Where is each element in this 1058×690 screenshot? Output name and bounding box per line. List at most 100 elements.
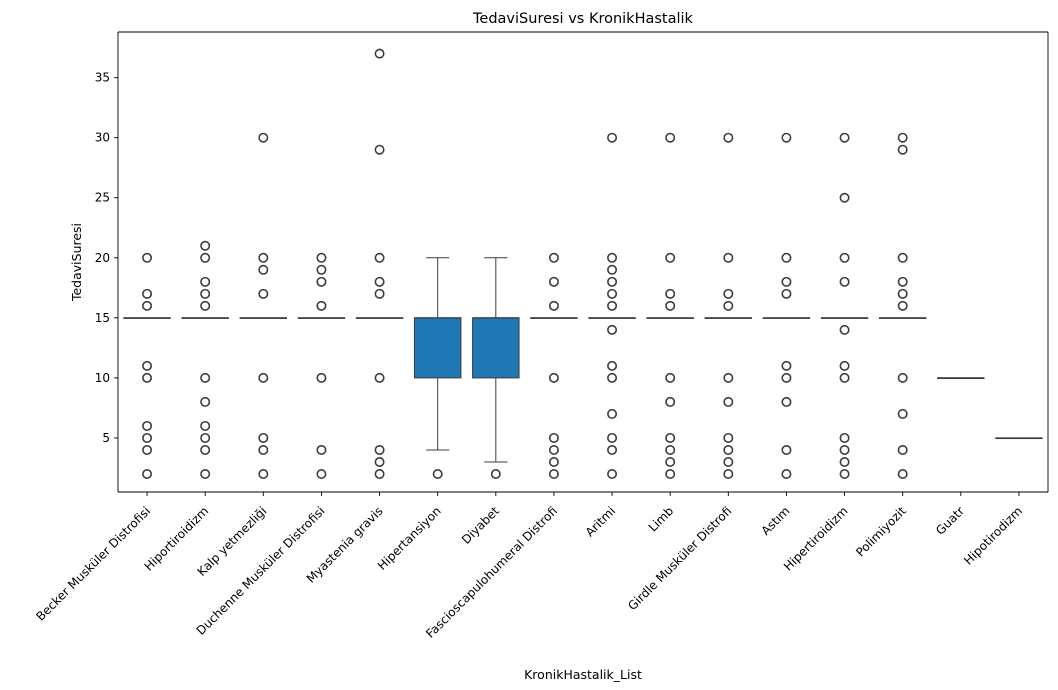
outlier-point	[258, 252, 269, 263]
outlier-point	[316, 444, 327, 455]
outlier-point	[839, 132, 850, 143]
outlier-point	[548, 432, 559, 443]
outlier-point	[142, 360, 153, 371]
outlier-point	[723, 372, 734, 383]
outlier-point	[142, 420, 153, 431]
outlier-point	[897, 276, 908, 287]
outlier-point	[490, 468, 501, 479]
outlier-point	[548, 372, 559, 383]
outlier-point	[200, 468, 211, 479]
outlier-point	[781, 360, 792, 371]
outlier-point	[607, 276, 618, 287]
outlier-point	[258, 264, 269, 275]
outlier-point	[374, 468, 385, 479]
outlier-point	[316, 276, 327, 287]
x-tick-label: Hipotirodizm	[961, 504, 1025, 568]
y-tick-label: 30	[95, 131, 110, 145]
outlier-point	[665, 444, 676, 455]
y-tick-label: 15	[95, 311, 110, 325]
x-tick-label: Limb	[646, 504, 677, 535]
outlier-point	[142, 288, 153, 299]
x-tick-label: Becker Musküler Distrofisi	[33, 504, 153, 624]
y-tick-label: 25	[95, 191, 110, 205]
outlier-point	[607, 360, 618, 371]
outlier-point	[839, 456, 850, 467]
outlier-point	[142, 432, 153, 443]
x-tick-label: Fascioscapulohumeral Distrofi	[423, 504, 560, 641]
box-group	[820, 132, 869, 479]
outlier-point	[723, 396, 734, 407]
y-tick-label: 10	[95, 371, 110, 385]
outlier-point	[723, 444, 734, 455]
box-group	[704, 132, 753, 479]
outlier-point	[897, 408, 908, 419]
outlier-point	[839, 444, 850, 455]
outlier-point	[200, 240, 211, 251]
x-tick-label: Polimiyozit	[853, 504, 909, 560]
box-group	[588, 132, 636, 479]
outlier-point	[723, 132, 734, 143]
outlier-point	[723, 432, 734, 443]
outlier-point	[374, 252, 385, 263]
outlier-point	[200, 372, 211, 383]
outlier-point	[548, 444, 559, 455]
outlier-point	[839, 372, 850, 383]
outlier-point	[142, 372, 153, 383]
box-group	[355, 48, 404, 479]
outlier-point	[723, 456, 734, 467]
outlier-point	[548, 300, 559, 311]
outlier-point	[200, 432, 211, 443]
box-group	[530, 252, 578, 479]
outlier-point	[781, 288, 792, 299]
outlier-point	[723, 288, 734, 299]
outlier-point	[142, 468, 153, 479]
outlier-point	[258, 372, 269, 383]
outlier-point	[607, 252, 618, 263]
box-group	[646, 132, 694, 479]
x-tick-label: Girdle Musküler Distrofi	[625, 504, 734, 613]
outlier-point	[665, 396, 676, 407]
outlier-point	[607, 408, 618, 419]
outlier-point	[665, 132, 676, 143]
y-axis-label: TedaviSuresi	[69, 223, 84, 302]
outlier-point	[374, 372, 385, 383]
box-group	[995, 437, 1043, 440]
outlier-point	[316, 252, 327, 263]
outlier-point	[897, 444, 908, 455]
outlier-point	[200, 276, 211, 287]
outlier-point	[607, 432, 618, 443]
outlier-point	[142, 252, 153, 263]
outlier-point	[142, 300, 153, 311]
outlier-point	[723, 468, 734, 479]
outlier-point	[897, 372, 908, 383]
y-tick-label: 20	[95, 251, 110, 265]
outlier-point	[781, 444, 792, 455]
y-tick-label: 5	[102, 431, 110, 445]
chart-title: TedaviSuresi vs KronikHastalik	[472, 11, 694, 27]
box-group	[297, 252, 346, 479]
outlier-point	[316, 264, 327, 275]
outlier-point	[897, 300, 908, 311]
outlier-point	[839, 192, 850, 203]
outlier-point	[374, 144, 385, 155]
outlier-point	[665, 372, 676, 383]
box-group	[413, 257, 462, 479]
outlier-point	[781, 468, 792, 479]
outlier-point	[781, 372, 792, 383]
outlier-point	[607, 372, 618, 383]
box-group	[123, 252, 171, 479]
outlier-point	[897, 468, 908, 479]
outlier-point	[781, 252, 792, 263]
outlier-point	[607, 444, 618, 455]
outlier-point	[548, 468, 559, 479]
outlier-point	[200, 252, 211, 263]
outlier-point	[665, 456, 676, 467]
outlier-point	[200, 420, 211, 431]
outlier-point	[723, 252, 734, 263]
outlier-point	[607, 132, 618, 143]
outlier-point	[665, 288, 676, 299]
outlier-point	[200, 300, 211, 311]
outlier-point	[665, 300, 676, 311]
box-group	[239, 132, 288, 479]
box-group	[181, 240, 229, 479]
